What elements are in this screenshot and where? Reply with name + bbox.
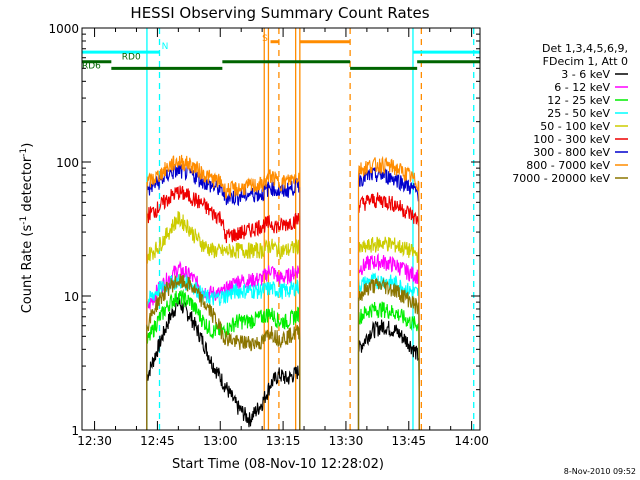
series-line — [357, 155, 420, 431]
plot-frame — [81, 27, 481, 431]
legend-label: 12 - 25 keV — [547, 94, 610, 107]
y-axis-label-part: detector — [20, 156, 35, 216]
x-axis-label: Start Time (08-Nov-10 12:28:02) — [172, 457, 384, 472]
y-tick-label: 100 — [56, 156, 79, 170]
legend-label: 100 - 300 keV — [533, 133, 610, 146]
x-tick-label: 14:00 — [454, 434, 489, 448]
series-line — [146, 274, 301, 431]
series-line — [146, 297, 301, 431]
series-line — [357, 167, 420, 431]
y-tick-label: 1 — [71, 424, 79, 438]
legend: Det 1,3,4,5,6,9,FDecim 1, Att 03 - 6 keV… — [512, 42, 628, 185]
status-annotation: N — [162, 42, 169, 52]
legend-header: Det 1,3,4,5,6,9, — [542, 42, 628, 55]
legend-label: 7000 - 20000 keV — [512, 172, 610, 185]
series-line — [146, 273, 301, 431]
chart-title: HESSI Observing Summary Count Rates — [130, 4, 429, 22]
series-line — [146, 185, 301, 431]
series-line — [357, 192, 420, 431]
legend-label: 800 - 7000 keV — [526, 159, 610, 172]
series-line — [357, 301, 420, 431]
series-line — [146, 288, 301, 431]
series-line — [357, 252, 420, 431]
status-annotation: S — [262, 34, 268, 44]
legend-label: 6 - 12 keV — [554, 81, 610, 94]
axes: 12:30 12:45 13:00 13:15 13:30 13:45 14:00 1 10 10… — [48, 22, 488, 448]
legend-label: 3 - 6 keV — [561, 68, 610, 81]
y-tick-label: 10 — [64, 290, 79, 304]
x-tick-label: 13:45 — [391, 434, 426, 448]
series-line — [146, 211, 301, 431]
legend-header: FDecim 1, Att 0 — [543, 55, 628, 68]
series-line — [146, 163, 301, 431]
y-axis-label-sup: -1 — [19, 148, 29, 157]
y-axis-label: Count Rate (s-1 detector-1) — [19, 143, 35, 314]
status-annotation: RD0 — [122, 53, 141, 63]
y-axis-label-part: ) — [20, 143, 35, 148]
plot-area: RD0 RD6 N S — [82, 28, 480, 431]
y-tick-label: 1000 — [48, 22, 79, 36]
x-tick-label: 13:00 — [203, 434, 238, 448]
x-tick-label: 12:30 — [77, 434, 112, 448]
series-line — [357, 236, 420, 431]
legend-label: 25 - 50 keV — [547, 107, 610, 120]
status-annotation: RD6 — [82, 61, 101, 71]
timestamp: 8-Nov-2010 09:52 — [564, 467, 636, 476]
x-tick-label: 13:30 — [329, 434, 364, 448]
x-tick-label: 13:15 — [266, 434, 301, 448]
legend-label: 50 - 100 keV — [540, 120, 610, 133]
series-line — [146, 154, 301, 431]
series-line — [357, 319, 420, 431]
y-axis-label-sup: -1 — [19, 216, 29, 225]
series-line — [357, 277, 420, 431]
legend-label: 300 - 800 keV — [533, 146, 610, 159]
x-tick-label: 12:45 — [140, 434, 175, 448]
y-axis-label-part: Count Rate (s — [20, 225, 35, 314]
series-line — [357, 272, 420, 431]
